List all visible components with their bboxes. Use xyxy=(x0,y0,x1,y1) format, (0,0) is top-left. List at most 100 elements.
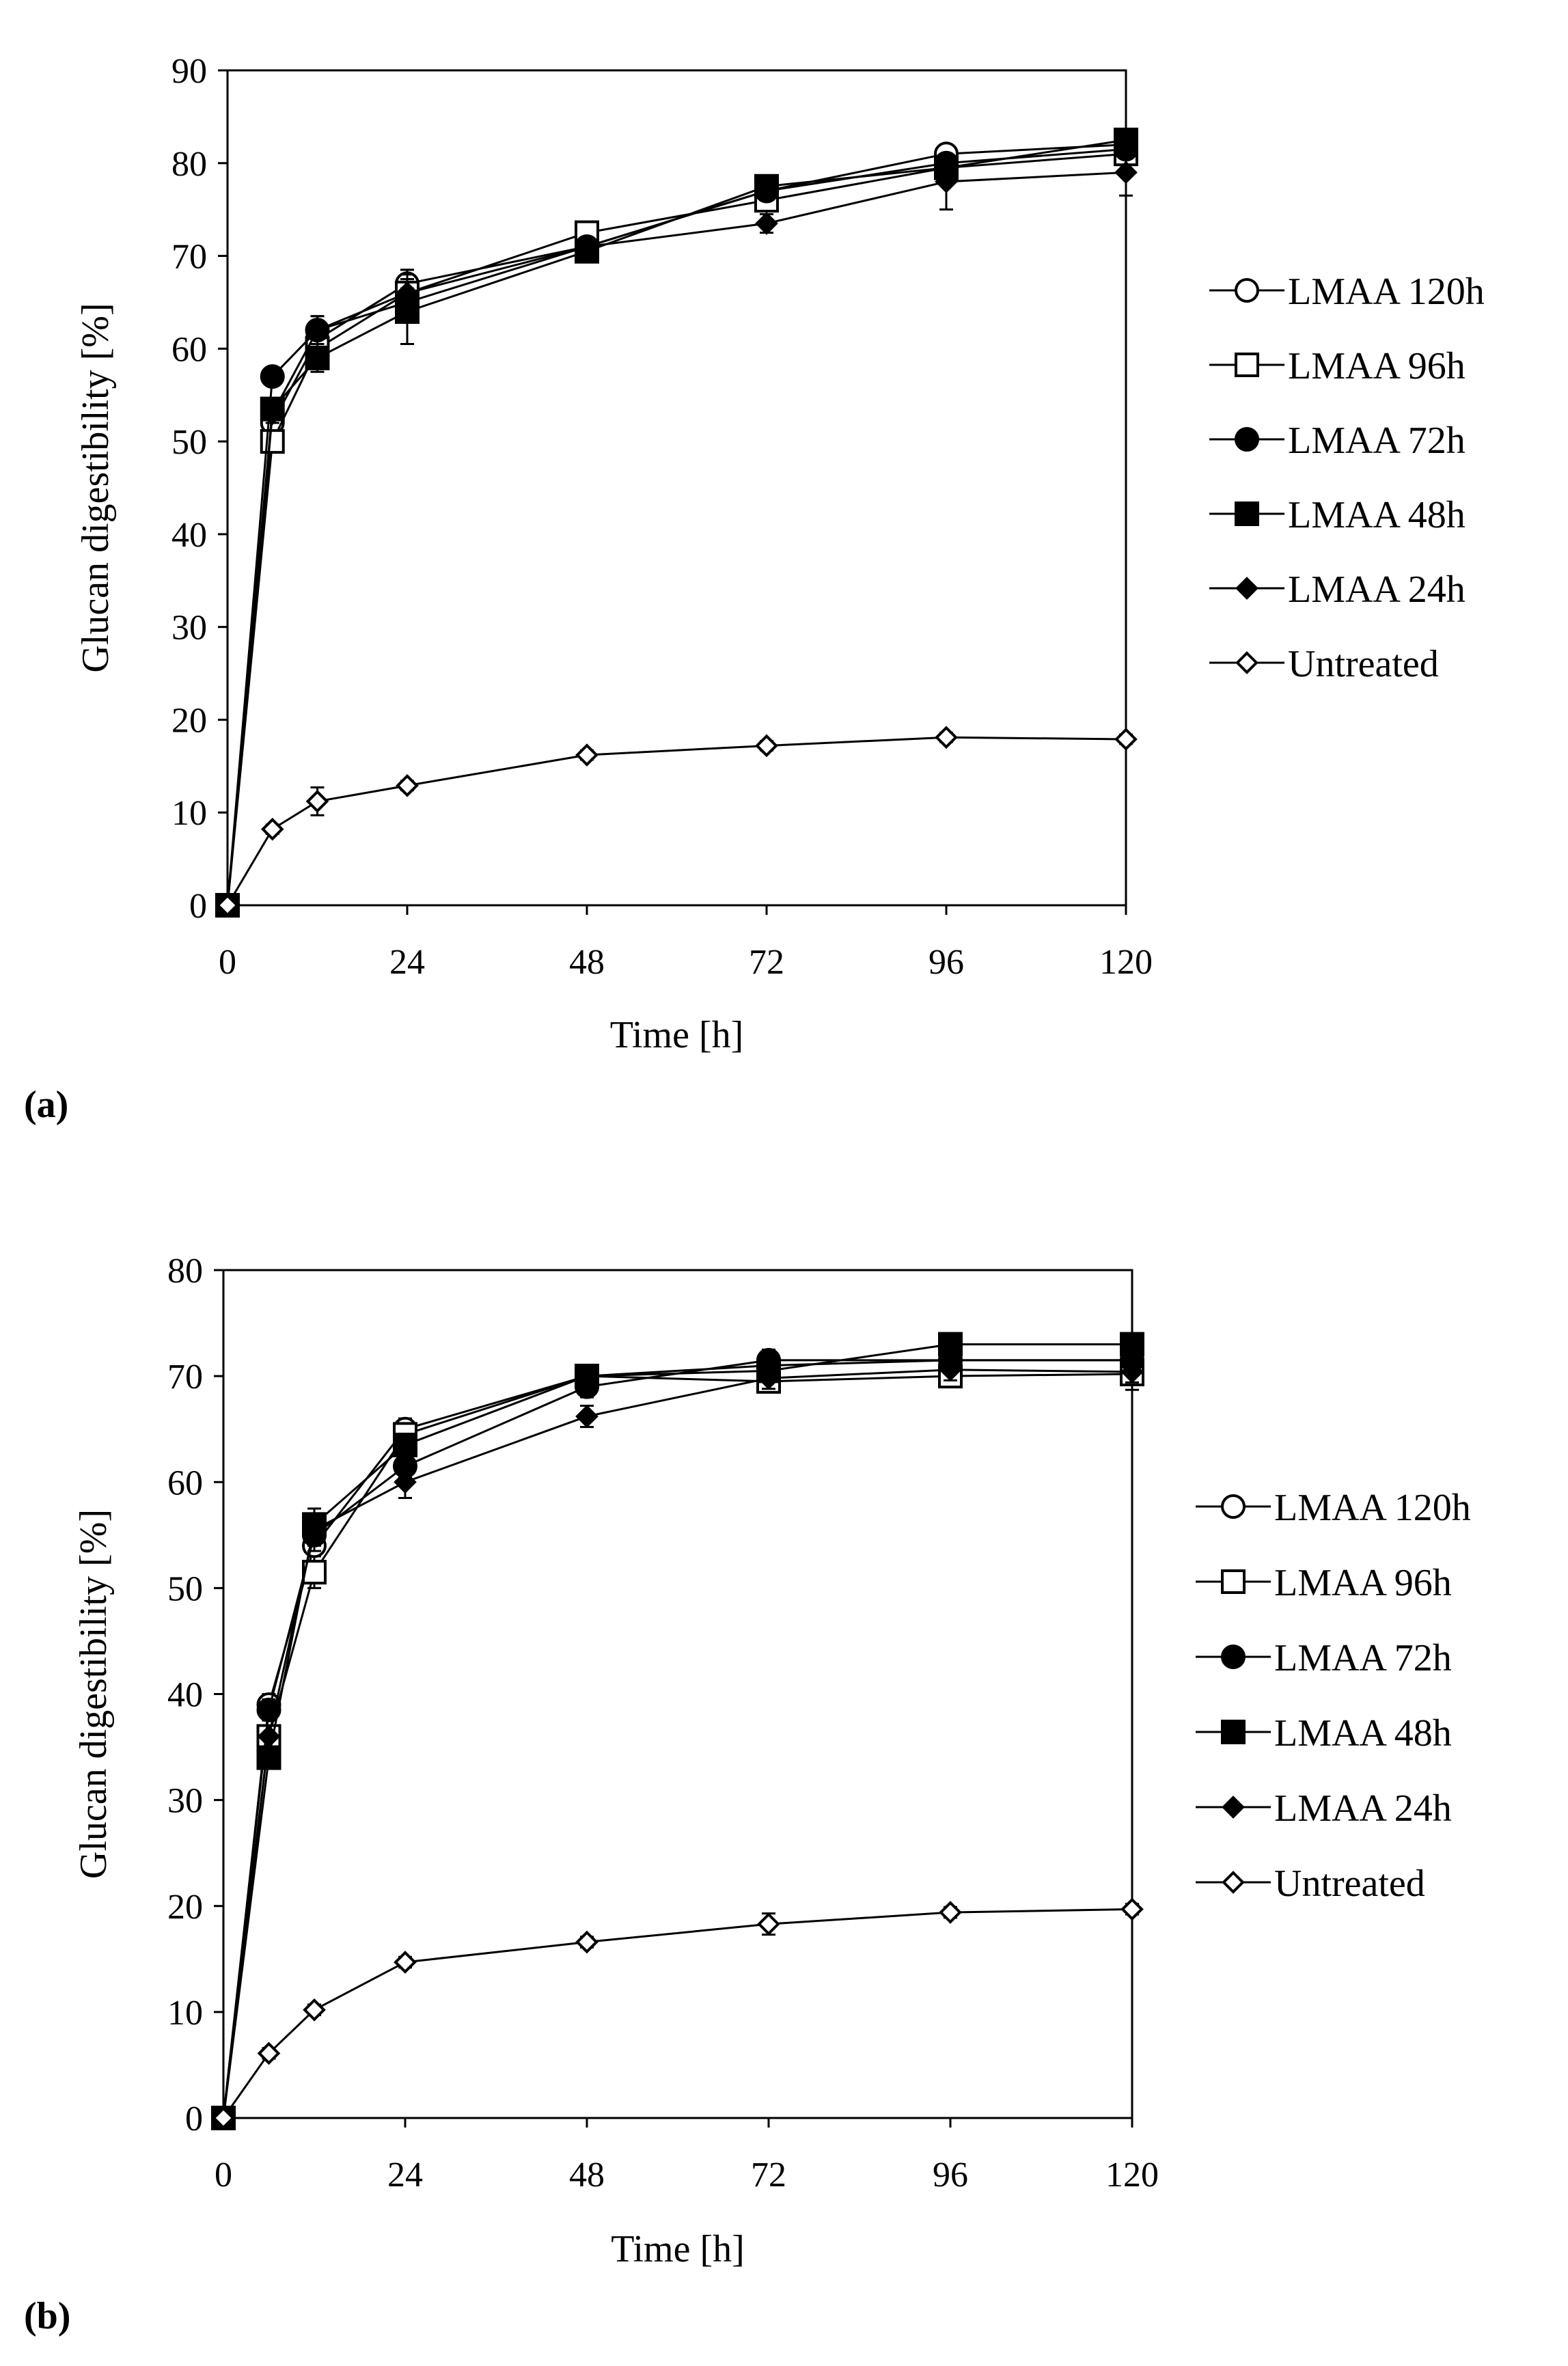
data-point xyxy=(393,1432,417,1457)
data-point xyxy=(939,1901,962,1924)
y-tick-label: 20 xyxy=(171,701,207,740)
series-line-lmaa-24h xyxy=(222,1368,1133,2119)
x-tick-label: 48 xyxy=(569,943,605,982)
legend-item-untreated: Untreated xyxy=(1196,1862,1425,1905)
x-tick-label: 0 xyxy=(219,943,236,982)
legend-item-lmaa-24h: LMAA 24h xyxy=(1196,1787,1452,1830)
y-tick-label: 50 xyxy=(171,423,207,462)
x-tick-label: 120 xyxy=(1105,2156,1159,2195)
data-point xyxy=(257,2041,281,2065)
y-tick-label: 0 xyxy=(185,2100,203,2138)
data-point xyxy=(1114,728,1138,751)
series-lmaa-48h xyxy=(211,1332,1144,2130)
legend-item-lmaa-72h: LMAA 72h xyxy=(1209,419,1466,462)
legend-label: LMAA 96h xyxy=(1274,1562,1452,1604)
data-point xyxy=(575,1364,599,1389)
series-lmaa-48h xyxy=(215,127,1138,918)
y-tick-label: 40 xyxy=(167,1676,203,1715)
data-point xyxy=(260,817,284,841)
y-tick-label: 30 xyxy=(167,1782,203,1821)
legend-label: Untreated xyxy=(1288,643,1439,685)
x-tick-label: 120 xyxy=(1099,943,1153,982)
legend-item-lmaa-48h: LMAA 48h xyxy=(1209,494,1466,536)
data-point xyxy=(1114,127,1138,152)
y-tick-label: 50 xyxy=(167,1569,203,1608)
legend-marker xyxy=(1221,1720,1246,1744)
legend-marker xyxy=(1222,1796,1245,1819)
data-point xyxy=(1120,1332,1144,1357)
legend-marker xyxy=(1222,1871,1245,1894)
plot-frame xyxy=(226,69,1127,907)
legend-label: LMAA 24h xyxy=(1288,568,1466,611)
series-line-lmaa-96h xyxy=(226,152,1127,906)
legend-marker xyxy=(1235,501,1259,526)
y-tick-label: 20 xyxy=(167,1888,203,1927)
series-lmaa-72h xyxy=(215,137,1138,918)
data-point xyxy=(935,726,958,749)
series-lmaa-120h xyxy=(211,1347,1144,2130)
data-point xyxy=(257,1724,281,1748)
x-tick-label: 24 xyxy=(387,2156,423,2195)
data-point xyxy=(575,1405,599,1428)
data-point xyxy=(575,743,599,767)
legend-item-lmaa-24h: LMAA 24h xyxy=(1209,568,1466,611)
data-point xyxy=(1120,1360,1144,1384)
y-axis-title: Glucan digestibility [%] xyxy=(72,1509,115,1879)
data-point xyxy=(260,402,284,426)
data-point xyxy=(303,1998,326,2022)
series-lmaa-96h xyxy=(215,141,1138,918)
x-tick-label: 96 xyxy=(929,943,964,982)
legend-label: LMAA 120h xyxy=(1274,1487,1471,1529)
series-line-lmaa-48h xyxy=(222,1343,1132,2119)
data-point xyxy=(396,774,419,797)
data-point xyxy=(256,1745,281,1770)
legend-item-lmaa-120h: LMAA 120h xyxy=(1209,271,1485,313)
data-point xyxy=(305,345,330,370)
legend-item-lmaa-48h: LMAA 48h xyxy=(1196,1712,1452,1755)
data-point xyxy=(757,1366,780,1390)
legend-item-lmaa-72h: LMAA 72h xyxy=(1196,1637,1452,1679)
data-point xyxy=(939,1358,962,1381)
data-point xyxy=(575,235,599,258)
panel-label-b: (b) xyxy=(24,2295,70,2337)
series-lmaa-96h xyxy=(211,1357,1144,2130)
data-point xyxy=(755,734,778,758)
x-tick-label: 48 xyxy=(569,2156,605,2195)
legend-marker xyxy=(1235,427,1259,452)
y-tick-label: 60 xyxy=(167,1463,203,1502)
y-tick-label: 0 xyxy=(189,887,207,926)
y-tick-label: 80 xyxy=(171,145,207,184)
y-tick-label: 90 xyxy=(171,52,207,91)
y-tick-label: 80 xyxy=(167,1252,203,1291)
legend-label: LMAA 96h xyxy=(1288,345,1466,387)
legend-item-lmaa-96h: LMAA 96h xyxy=(1196,1562,1452,1604)
chart-panel-b: 0 10 20 30 40 50 60 70 80 0 24 48 72 96 120 Time [h] Glu… xyxy=(24,1252,1471,2337)
legend-item-lmaa-96h: LMAA 96h xyxy=(1209,345,1466,387)
x-tick-label: 0 xyxy=(215,2156,232,2195)
x-tick-label: 72 xyxy=(751,2156,786,2195)
series-untreated xyxy=(212,1897,1144,2130)
data-point xyxy=(305,790,329,813)
x-tick-label: 24 xyxy=(389,943,425,982)
data-point xyxy=(305,318,329,342)
series-lmaa-72h xyxy=(211,1347,1144,2130)
y-axis-title: Glucan digestibility [%] xyxy=(74,303,117,672)
x-axis-title: Time [h] xyxy=(610,1014,744,1056)
legend-label: LMAA 72h xyxy=(1274,1637,1452,1679)
legend-label: LMAA 120h xyxy=(1288,271,1485,313)
chart-panel-a: 0 10 20 30 40 50 60 70 80 90 0 24 48 72 96 120 Time [h] G… xyxy=(24,52,1485,1126)
y-tick-label: 70 xyxy=(171,238,207,277)
x-tick-label: 96 xyxy=(933,2156,968,2195)
series-line-untreated xyxy=(222,1908,1133,2119)
series-line-lmaa-72h xyxy=(226,148,1127,906)
series-lmaa-120h xyxy=(215,132,1138,918)
legend-marker xyxy=(1221,1494,1246,1519)
series-lmaa-24h xyxy=(216,148,1138,917)
x-axis-title: Time [h] xyxy=(611,2228,745,2270)
legend-marker xyxy=(1235,353,1259,377)
data-point xyxy=(938,1332,963,1357)
data-point xyxy=(755,212,778,235)
series-lmaa-24h xyxy=(212,1358,1144,2130)
legend-marker xyxy=(1235,651,1258,674)
